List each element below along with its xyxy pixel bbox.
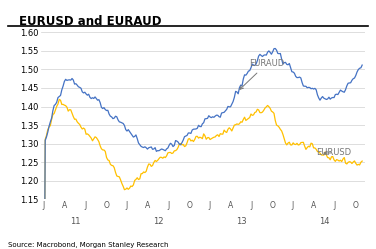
Text: 11: 11 bbox=[70, 217, 80, 226]
Text: EURUSD and EURAUD: EURUSD and EURAUD bbox=[19, 15, 161, 28]
Text: Source: Macrobond, Morgan Stanley Research: Source: Macrobond, Morgan Stanley Resear… bbox=[8, 242, 168, 248]
Text: EURAUD: EURAUD bbox=[240, 59, 284, 89]
Text: 13: 13 bbox=[236, 217, 246, 226]
Text: 12: 12 bbox=[153, 217, 163, 226]
Text: EURUSD: EURUSD bbox=[316, 148, 352, 157]
Text: 14: 14 bbox=[319, 217, 329, 226]
